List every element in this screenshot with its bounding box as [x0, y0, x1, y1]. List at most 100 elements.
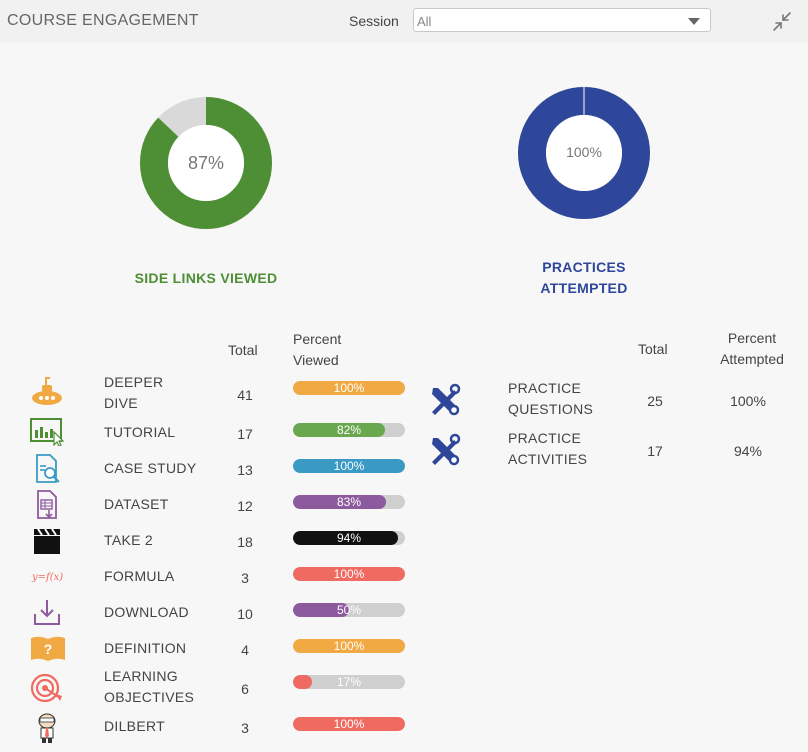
- dataset-icon: [30, 490, 64, 520]
- progress-fill: [293, 495, 386, 509]
- name-line2: OBJECTIVES: [104, 689, 195, 705]
- practice-name: PRACTICE ACTIVITIES: [508, 428, 587, 470]
- side-link-total: 17: [237, 426, 253, 442]
- definition-book-icon: ?: [30, 634, 65, 664]
- chevron-down-icon: [688, 18, 700, 25]
- progress-bar: 100%: [293, 381, 405, 395]
- progress-bar: 82%: [293, 423, 405, 437]
- practices-label-line2: ATTEMPTED: [540, 280, 628, 296]
- side-link-total: 3: [241, 720, 249, 736]
- session-selected-value: All: [417, 14, 432, 29]
- practices-label-line1: PRACTICES: [542, 259, 626, 275]
- side-links-col-total: Total: [228, 342, 258, 358]
- progress-percent: 82%: [336, 423, 362, 437]
- side-links-label: SIDE LINKS VIEWED: [134, 270, 278, 286]
- side-link-row-take-2[interactable]: TAKE 2 18 94%: [0, 526, 420, 562]
- progress-fill: [293, 603, 349, 617]
- svg-text:y=f(x): y=f(x): [31, 572, 63, 583]
- side-links-col-percent: Percent Viewed: [293, 329, 341, 371]
- side-link-total: 12: [237, 498, 253, 514]
- collapse-arrows-icon[interactable]: [770, 10, 794, 34]
- side-link-total: 10: [237, 606, 253, 622]
- session-select[interactable]: All: [413, 8, 711, 32]
- progress-bar: 100%: [293, 639, 405, 653]
- practices-donut: 100%: [518, 87, 650, 219]
- progress-bar: 94%: [293, 531, 405, 545]
- progress-fill: [293, 459, 405, 473]
- submarine-icon: [30, 376, 64, 406]
- tutorial-chart-icon: [30, 418, 65, 448]
- side-link-row-case-study[interactable]: CASE STUDY 13 100%: [0, 454, 420, 490]
- progress-percent: 100%: [333, 381, 365, 395]
- case-study-icon: [30, 454, 64, 484]
- side-link-name: DOWNLOAD: [104, 604, 189, 620]
- side-link-total: 13: [237, 462, 253, 478]
- dilbert-icon: [30, 712, 64, 743]
- progress-percent: 100%: [333, 567, 365, 581]
- practice-percent: 100%: [730, 393, 766, 409]
- progress-bar: 50%: [293, 603, 405, 617]
- tools-icon: [426, 432, 462, 468]
- side-link-total: 3: [241, 570, 249, 586]
- progress-percent: 100%: [333, 639, 365, 653]
- name-line1: DEEPER: [104, 374, 164, 390]
- progress-fill: [293, 381, 405, 395]
- tools-icon: [426, 382, 462, 418]
- side-link-row-learning-objectives[interactable]: LEARNING OBJECTIVES 6 17%: [0, 668, 420, 706]
- col-percent-line1: Percent: [727, 330, 777, 346]
- practice-total: 25: [647, 393, 663, 409]
- progress-percent: 100%: [333, 459, 365, 473]
- side-link-name: DATASET: [104, 496, 169, 512]
- col-percent-line1: Percent: [293, 331, 342, 347]
- progress-percent: 83%: [336, 495, 362, 509]
- name-line2: ACTIVITIES: [508, 451, 588, 467]
- name-line1: PRACTICE: [508, 380, 582, 396]
- practices-label: PRACTICES ATTEMPTED: [484, 257, 684, 299]
- progress-bar: 100%: [293, 717, 405, 731]
- practice-row-questions[interactable]: PRACTICE QUESTIONS 25 100%: [420, 378, 808, 422]
- svg-text:?: ?: [44, 641, 53, 657]
- side-links-donut-arc: [140, 97, 272, 229]
- side-link-row-deeper-dive[interactable]: DEEPER DIVE 41 100%: [0, 374, 420, 412]
- practice-total: 17: [647, 443, 663, 459]
- practice-name: PRACTICE QUESTIONS: [508, 378, 593, 420]
- name-line1: LEARNING: [104, 668, 178, 684]
- side-link-total: 6: [241, 681, 249, 697]
- formula-icon: y=f(x): [30, 566, 64, 596]
- col-percent-line2: Viewed: [293, 352, 339, 368]
- side-link-name: FORMULA: [104, 568, 175, 584]
- practices-donut-value: 100%: [566, 144, 602, 160]
- practice-percent: 94%: [733, 443, 763, 459]
- side-link-total: 41: [237, 387, 253, 403]
- side-link-name: TUTORIAL: [104, 424, 176, 440]
- side-link-row-formula[interactable]: y=f(x) FORMULA 3 100%: [0, 562, 420, 598]
- side-link-row-tutorial[interactable]: TUTORIAL 17 82%: [0, 418, 420, 454]
- session-label: Session: [349, 13, 399, 29]
- progress-fill: [293, 567, 405, 581]
- panel-header: COURSE ENGAGEMENT Session All: [0, 0, 808, 43]
- practice-row-activities[interactable]: PRACTICE ACTIVITIES 17 94%: [420, 428, 808, 472]
- progress-fill: [293, 423, 385, 437]
- download-icon: [30, 598, 64, 628]
- practices-col-percent: Percent Attempted: [708, 328, 796, 370]
- progress-bar: 17%: [293, 675, 405, 689]
- name-line2: QUESTIONS: [508, 401, 594, 417]
- target-icon: [30, 672, 64, 703]
- side-link-name: CASE STUDY: [104, 460, 197, 476]
- side-link-name: DEFINITION: [104, 640, 187, 656]
- progress-fill: [293, 639, 405, 653]
- progress-percent: 17%: [336, 675, 362, 689]
- panel-title: COURSE ENGAGEMENT: [7, 12, 199, 29]
- side-link-row-download[interactable]: DOWNLOAD 10 50%: [0, 598, 420, 634]
- side-link-row-dilbert[interactable]: DILBERT 3 100%: [0, 712, 420, 748]
- side-link-total: 4: [241, 642, 249, 658]
- side-link-row-dataset[interactable]: DATASET 12 83%: [0, 490, 420, 526]
- side-link-row-definition[interactable]: ? DEFINITION 4 100%: [0, 634, 420, 670]
- side-link-name: DEEPER DIVE: [104, 372, 163, 414]
- progress-percent: 50%: [336, 603, 362, 617]
- progress-fill: [293, 531, 399, 545]
- clapperboard-icon: [30, 526, 64, 556]
- progress-percent: 94%: [336, 531, 362, 545]
- progress-fill: [293, 675, 313, 689]
- progress-percent: 100%: [333, 717, 365, 731]
